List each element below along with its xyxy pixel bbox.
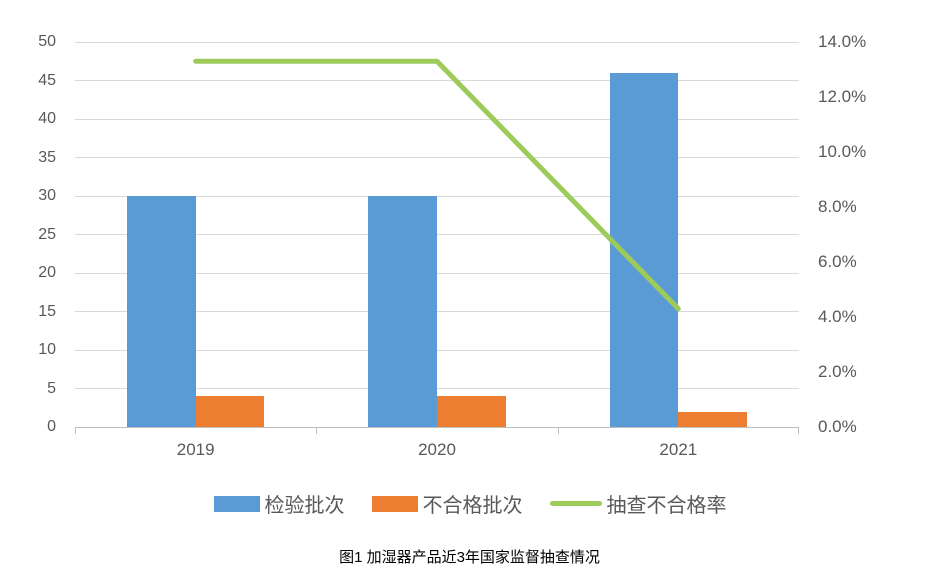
x-axis-labels: 2019 2020 2021: [75, 440, 799, 460]
plot-area: [75, 41, 799, 434]
x-axis-tick: [75, 427, 76, 434]
x-axis-ticks: [75, 427, 799, 435]
legend-swatch-green-line: [549, 501, 602, 506]
gridline: [75, 311, 799, 312]
left-axis-tick-label: 25: [38, 225, 56, 243]
right-axis-tick-label: 6.0%: [818, 252, 857, 271]
gridline: [75, 118, 799, 120]
x-axis-label-2019: 2019: [176, 440, 215, 459]
legend-swatch-blue-bar: [213, 495, 260, 512]
left-axis-tick-label: 45: [38, 71, 56, 89]
x-axis-label-2021: 2021: [659, 440, 698, 459]
gridline: [75, 80, 799, 81]
right-axis-tick-label: 10.0%: [818, 142, 867, 161]
right-axis-tick-label: 14.0%: [818, 32, 867, 51]
bar-inspection-batches-2020: [368, 196, 437, 427]
bar-inspection-batches-2019: [126, 196, 196, 427]
x-axis-tick: [316, 427, 318, 434]
legend-label-failed-batches: 不合格批次: [422, 495, 523, 517]
failure-rate-line: [193, 58, 681, 312]
right-axis-tick-label: 12.0%: [818, 87, 867, 106]
right-axis-tick-label: 0.0%: [818, 417, 857, 436]
gridline: [75, 41, 799, 43]
x-axis-label-2020: 2020: [418, 440, 456, 459]
legend-label-failure-rate: 抽查不合格率: [606, 495, 727, 517]
legend-item-failed-batches: 不合格批次: [371, 489, 523, 518]
left-axis-tick-label: 50: [38, 33, 56, 50]
legend-item-inspection-batches: 检验批次: [213, 489, 345, 518]
line-series-layer: [193, 58, 681, 312]
gridline: [75, 349, 799, 351]
legend-swatch-orange-bar: [371, 495, 418, 512]
bar-failed-batches-2021: [678, 411, 748, 427]
right-axis-tick-label: 8.0%: [818, 197, 857, 216]
left-axis-tick-label: 40: [38, 110, 56, 127]
left-axis-tick-label: 35: [38, 148, 56, 166]
x-axis-tick: [798, 427, 799, 434]
left-axis-tick-label: 0: [47, 418, 56, 435]
left-axis-tick-label: 30: [38, 187, 56, 204]
gridline: [75, 195, 799, 197]
figure-caption: 图1 加湿器产品近3年国家监督抽查情况: [339, 549, 600, 566]
bar-failed-batches-2019: [195, 396, 265, 427]
left-axis-tick-label: 20: [38, 264, 56, 281]
bar-failed-batches-2020: [437, 396, 506, 427]
left-axis-tick-label: 5: [47, 379, 56, 397]
right-axis-tick-label: 2.0%: [818, 362, 857, 381]
gridline: [75, 272, 799, 274]
x-axis-line: [75, 426, 799, 428]
right-y-axis: 0.0% 2.0% 4.0% 6.0% 8.0% 10.0% 12.0% 14.0%: [818, 32, 913, 436]
left-axis-tick-label: 15: [38, 302, 56, 320]
right-axis-tick-label: 4.0%: [818, 307, 857, 326]
left-axis-tick-label: 10: [38, 341, 56, 358]
gridline: [75, 157, 799, 158]
gridline: [75, 234, 799, 235]
left-y-axis: 0 5 10 15 20 25 30 35 40 45 50: [0, 33, 56, 435]
legend: 检验批次 不合格批次 抽查不合格率: [10, 489, 930, 518]
x-axis-tick: [557, 427, 559, 434]
legend-item-failure-rate: 抽查不合格率: [549, 489, 727, 518]
gridline: [75, 388, 799, 389]
legend-label-inspection-batches: 检验批次: [264, 495, 345, 517]
